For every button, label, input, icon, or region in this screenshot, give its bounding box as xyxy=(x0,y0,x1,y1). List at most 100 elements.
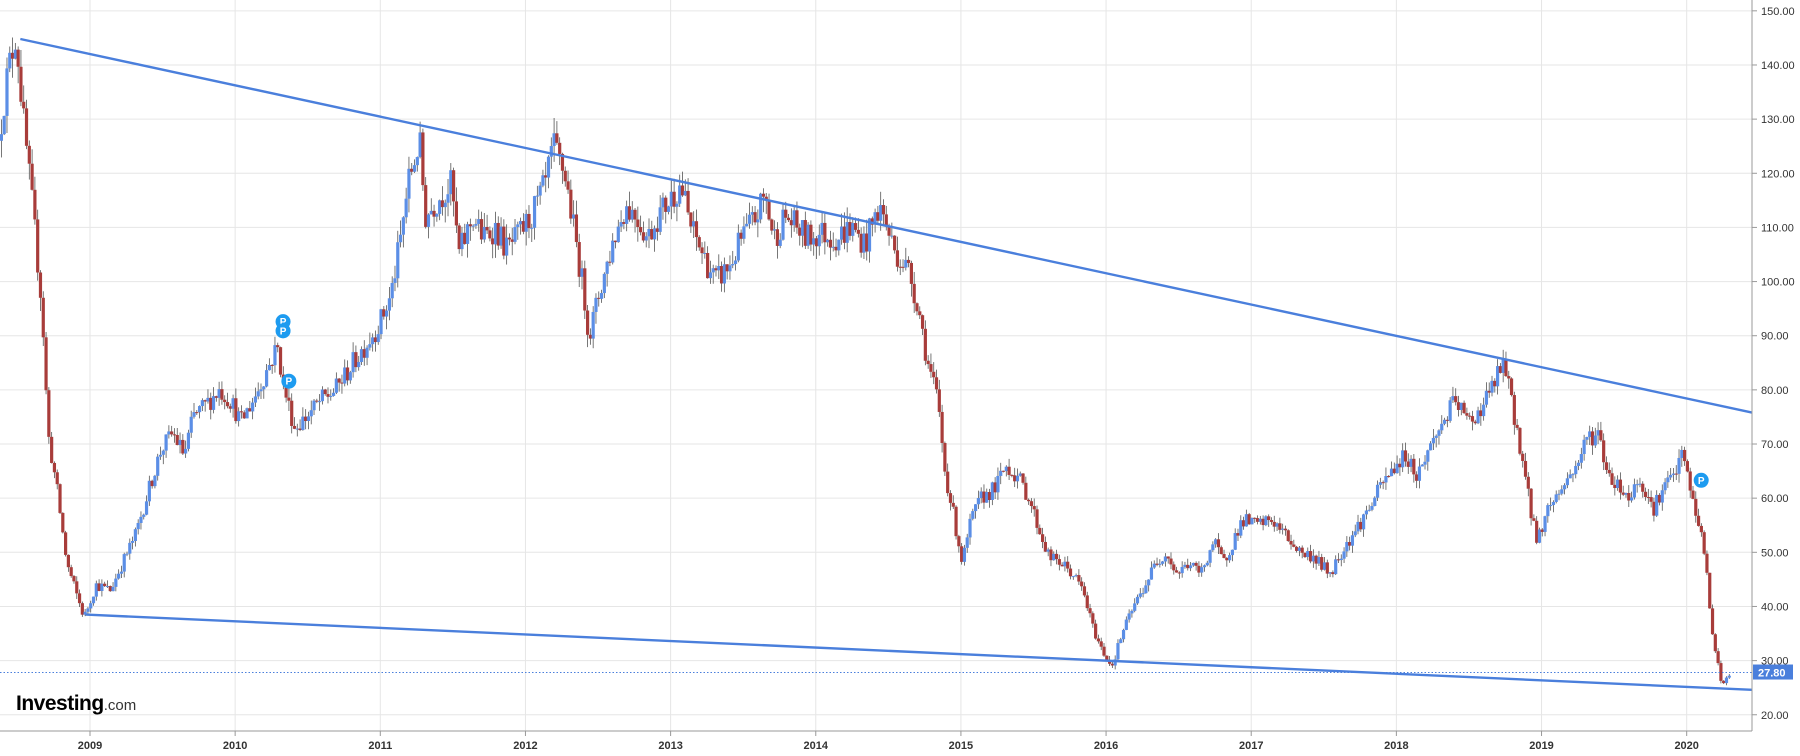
candle-body xyxy=(1415,474,1419,481)
candle-body xyxy=(488,230,492,239)
candle-body xyxy=(973,504,978,512)
candle-body xyxy=(580,268,584,277)
candle-body xyxy=(1258,518,1262,522)
candle-body xyxy=(312,400,316,411)
candle-body xyxy=(873,212,877,225)
candle-body xyxy=(58,484,62,513)
candle-body xyxy=(708,272,713,279)
candle-body xyxy=(753,212,757,223)
candle-body xyxy=(1306,551,1310,558)
candle-body xyxy=(1456,402,1461,410)
candle-body xyxy=(1610,473,1614,485)
candle-body xyxy=(535,195,539,197)
candle-body xyxy=(1624,492,1628,495)
candle-body xyxy=(348,372,352,381)
candle-body xyxy=(343,367,347,384)
candle-body xyxy=(22,101,26,109)
candle-body xyxy=(795,210,799,228)
investing-logo: Investing.com xyxy=(16,692,136,716)
candle-body xyxy=(1121,629,1126,640)
candle-body xyxy=(340,382,344,384)
candle-body xyxy=(633,209,637,220)
candle-body xyxy=(920,315,925,329)
candle-body xyxy=(83,611,87,615)
candle-body xyxy=(1202,565,1207,568)
candle-body xyxy=(541,175,545,186)
event-marker-p[interactable] xyxy=(275,323,291,339)
candle-body xyxy=(1116,643,1120,660)
candle-body xyxy=(912,283,916,304)
candle-body xyxy=(1476,410,1480,424)
candle-body xyxy=(1283,528,1288,531)
candle-body xyxy=(387,298,392,311)
candle-body xyxy=(211,396,216,410)
candle-body xyxy=(192,412,196,417)
candle-body xyxy=(1666,477,1670,483)
candle-body xyxy=(72,576,76,582)
candle-body xyxy=(452,170,456,202)
candle-body xyxy=(1138,593,1142,597)
candle-body xyxy=(817,234,821,247)
x-tick-label: 2019 xyxy=(1529,740,1553,752)
candle-body xyxy=(1250,517,1254,525)
event-marker-p[interactable] xyxy=(1693,472,1709,488)
candle-body xyxy=(1529,488,1533,519)
candle-body xyxy=(1652,501,1656,516)
candle-body xyxy=(1281,528,1285,530)
candle-body xyxy=(1144,585,1148,594)
candle-body xyxy=(253,396,258,403)
candle-body xyxy=(1222,554,1226,558)
candle-body xyxy=(203,400,207,402)
candle-body xyxy=(1091,613,1095,624)
candle-body xyxy=(1699,525,1703,533)
candle-body xyxy=(954,506,958,537)
candle-body xyxy=(111,586,115,592)
candle-body xyxy=(569,189,573,219)
candle-body xyxy=(1314,555,1318,564)
candle-body xyxy=(990,482,994,500)
candle-body xyxy=(382,309,386,317)
candle-body xyxy=(1149,567,1154,580)
candle-body xyxy=(904,259,908,268)
candle-body xyxy=(1493,380,1497,387)
candle-body xyxy=(108,586,112,592)
candle-body xyxy=(1032,506,1036,510)
candle-body xyxy=(1300,547,1304,553)
trendline xyxy=(20,37,1753,414)
candle-body xyxy=(1054,553,1059,560)
candle-body xyxy=(739,232,743,239)
candle-body xyxy=(440,200,445,208)
candle-body xyxy=(962,547,967,562)
candle-body xyxy=(256,391,260,397)
candle-body xyxy=(491,238,495,245)
candle-body xyxy=(1007,466,1011,475)
candle-body xyxy=(167,431,171,435)
candle-body xyxy=(214,396,218,398)
candle-body xyxy=(1255,518,1260,522)
candle-body xyxy=(867,218,872,252)
candle-body xyxy=(940,411,944,443)
candle-body xyxy=(750,212,754,215)
candle-body xyxy=(1683,449,1687,462)
candle-body xyxy=(1495,366,1500,387)
candle-body xyxy=(1186,564,1190,569)
candle-body xyxy=(616,226,620,243)
candle-body xyxy=(1395,463,1399,474)
trendline-group xyxy=(20,37,1753,692)
candle-body xyxy=(706,252,710,279)
candle-body xyxy=(1292,544,1296,547)
candle-body xyxy=(837,239,841,251)
y-tick-label: 50.00 xyxy=(1761,547,1789,559)
event-marker-p[interactable] xyxy=(281,373,297,389)
candle-body xyxy=(398,234,403,243)
candle-body xyxy=(89,603,93,609)
candle-body xyxy=(1183,564,1187,567)
candle-body xyxy=(1375,484,1380,498)
candle-body xyxy=(1169,558,1173,565)
candle-body xyxy=(1161,561,1165,564)
candle-body xyxy=(1437,430,1441,436)
candle-body xyxy=(223,399,227,403)
candle-body xyxy=(390,282,394,299)
